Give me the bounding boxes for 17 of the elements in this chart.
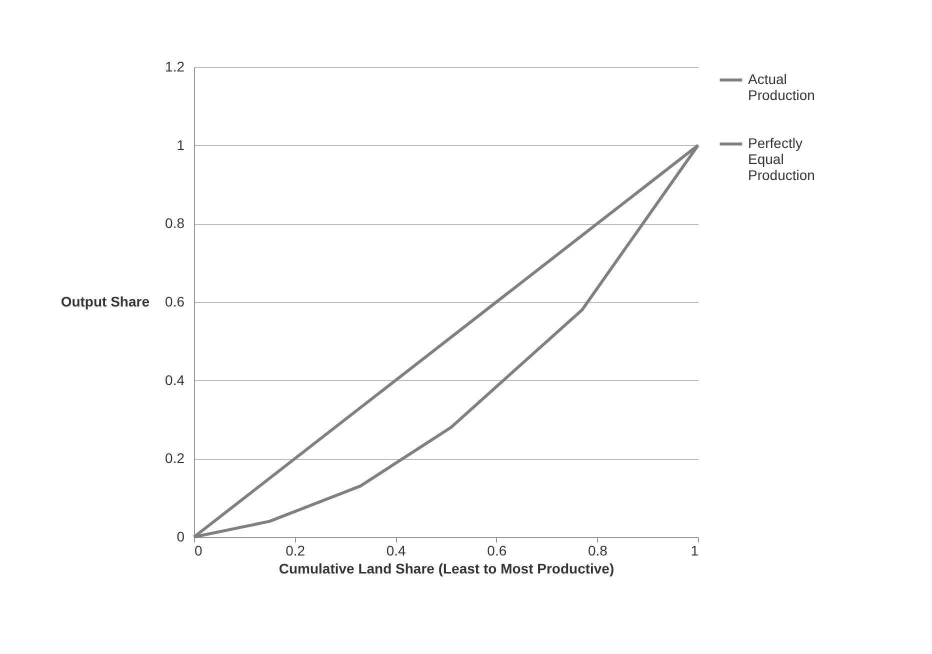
x-axis-title: Cumulative Land Share (Least to Most Productive)	[278, 560, 614, 576]
y-axis-title: Output Share	[60, 294, 150, 310]
y-tick-label: 1	[176, 136, 185, 153]
y-tick-label: 0.4	[165, 372, 185, 388]
x-tick-label: 0.4	[386, 542, 406, 558]
x-tick-label: 0.6	[487, 542, 507, 558]
x-tick-label: 0	[194, 542, 202, 558]
y-tick-label: 0	[176, 528, 185, 544]
legend-label: Actual Production	[748, 71, 815, 103]
x-tick-label: 1	[690, 542, 699, 558]
x-tick-label: 0.8	[588, 542, 608, 558]
legend-label: Perfectly Equal Production	[748, 135, 815, 183]
y-tick-label: 0.8	[165, 215, 185, 232]
x-tick-label: 0.2	[286, 542, 306, 558]
y-tick-label: 1.2	[165, 58, 185, 74]
y-tick-label: 0.2	[165, 450, 185, 466]
y-tick-label: 0.6	[165, 294, 185, 310]
